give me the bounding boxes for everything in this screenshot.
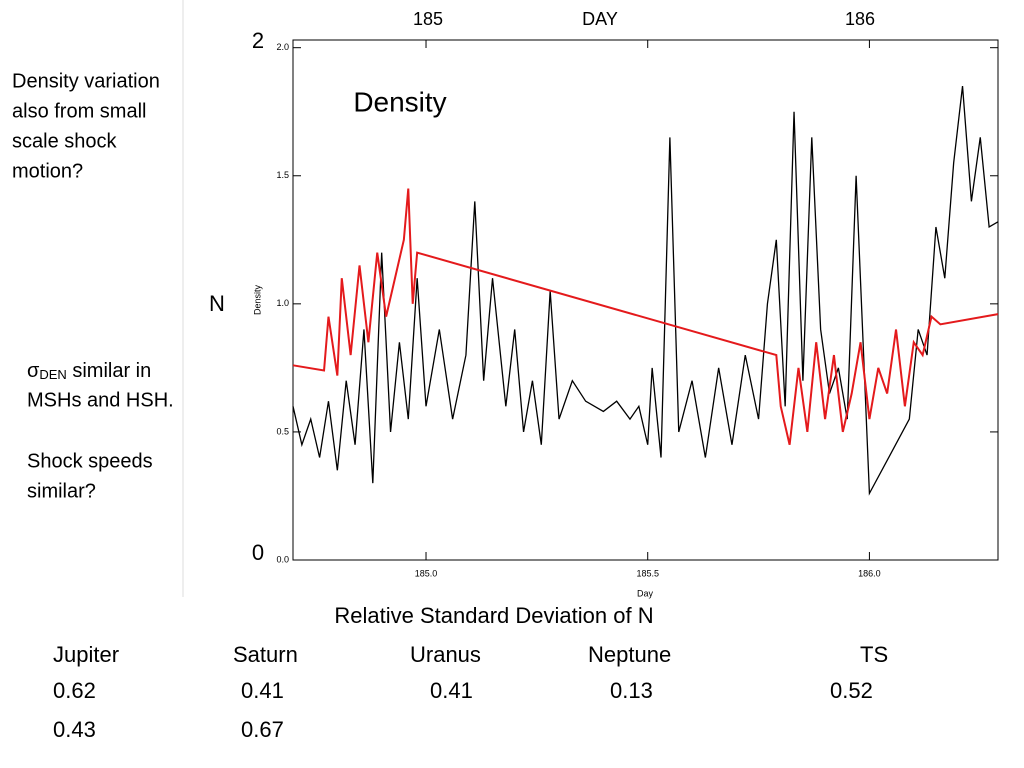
annotation: N xyxy=(209,291,225,316)
annotation: 185 xyxy=(413,9,443,29)
note: similar? xyxy=(27,480,96,502)
annotation: 186 xyxy=(845,9,875,29)
table-cell: 0.13 xyxy=(610,678,653,703)
table-cell: 0.41 xyxy=(430,678,473,703)
table-cell: 0.62 xyxy=(53,678,96,703)
annotation: DAY xyxy=(582,9,618,29)
note: Shock speeds xyxy=(27,450,153,472)
y-tick-label: 2.0 xyxy=(276,42,289,52)
x-tick-label: 185.0 xyxy=(415,568,438,578)
table-caption: Relative Standard Deviation of N xyxy=(334,603,653,628)
data-line xyxy=(292,86,999,496)
table-cell: 0.67 xyxy=(241,717,284,742)
x-tick-label: 186.0 xyxy=(858,568,881,578)
table-header: Saturn xyxy=(233,642,298,667)
chart-title: Density xyxy=(353,86,446,117)
y-tick-label: 1.0 xyxy=(276,298,289,308)
annotation: 0 xyxy=(252,540,264,565)
x-tick-label: 185.5 xyxy=(636,568,659,578)
y-tick-label: 1.5 xyxy=(276,170,289,180)
note-text: DEN xyxy=(39,367,66,382)
note: MSHs and HSH. xyxy=(27,389,174,411)
y-tick-label: 0.0 xyxy=(276,554,289,564)
table-cell: 0.52 xyxy=(830,678,873,703)
table-header: TS xyxy=(860,642,888,667)
plot-frame xyxy=(292,39,999,561)
note: motion? xyxy=(12,160,83,182)
y-tick-label: 0.5 xyxy=(276,426,289,436)
table-header: Uranus xyxy=(410,642,481,667)
note: scale shock xyxy=(12,130,117,152)
note-text: similar in xyxy=(67,360,151,382)
table-cell: 0.41 xyxy=(241,678,284,703)
data-line xyxy=(292,188,999,445)
table-cell: 0.43 xyxy=(53,717,96,742)
table-header: Jupiter xyxy=(53,642,119,667)
y-axis-label: Density xyxy=(252,284,262,315)
note: Density variation xyxy=(12,70,160,92)
note: also from small xyxy=(12,100,146,122)
note-text: σ xyxy=(27,360,40,382)
annotation: 2 xyxy=(252,28,264,53)
x-axis-label: Day xyxy=(637,588,654,598)
table-header: Neptune xyxy=(588,642,671,667)
note: σDEN similar in xyxy=(27,360,151,382)
